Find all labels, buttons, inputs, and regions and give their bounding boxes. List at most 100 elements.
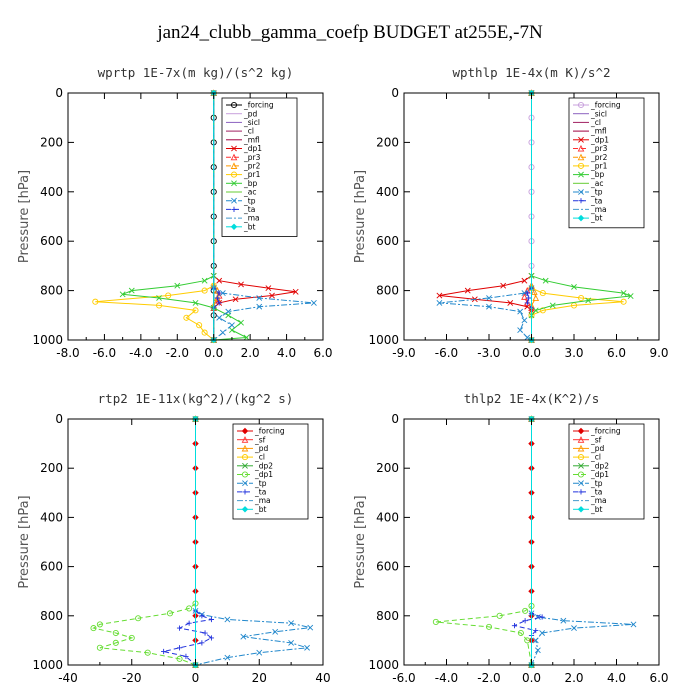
data-point (214, 295, 220, 301)
data-point (288, 639, 295, 646)
legend-entry: _ta (590, 196, 602, 205)
data-point (265, 285, 272, 292)
series-line (531, 419, 634, 666)
data-point (531, 288, 538, 295)
legend-entry: _bt (243, 222, 256, 231)
data-point (539, 307, 546, 314)
legend-entry: _ac (590, 179, 603, 188)
panel-title: rtp2 1E-11x(kg^2)/(kg^2 s) (98, 391, 294, 406)
data-point (196, 322, 203, 329)
legend-entry: _forcing (243, 101, 274, 110)
data-point (174, 282, 181, 289)
panel-3: rtp2 1E-11x(kg^2)/(kg^2 s) Pressure [hPa]… (17, 391, 331, 685)
data-point (202, 630, 208, 636)
x-tick-label: -6.0 (93, 346, 116, 360)
legend-entry: _cl (590, 453, 601, 462)
legend: _forcing_sf_pd_cl_dp2_dp1_tp_ta_ma_bt (232, 423, 309, 520)
data-point (521, 277, 528, 284)
legend-entry: _dp1 (590, 135, 609, 144)
legend-marker (577, 454, 585, 461)
data-point (292, 288, 299, 295)
x-tick-label: 4.0 (607, 671, 626, 685)
data-point (627, 293, 634, 299)
y-tick-label: 400 (40, 510, 63, 524)
legend-marker (578, 480, 584, 487)
x-tick-label: 0 (192, 671, 200, 685)
series-line (92, 419, 196, 666)
y-axis-label: Pressure [hPa] (353, 170, 368, 263)
legend-entry: _pd (243, 109, 258, 118)
y-tick-label: 800 (40, 284, 63, 298)
data-point (256, 303, 263, 310)
legend-entry: _ta (590, 488, 602, 497)
legend: _forcing_sf_pd_cl_dp2_dp1_tp_ta_ma_bt (568, 423, 645, 520)
data-point (216, 277, 223, 284)
x-tick-label: 40 (315, 671, 330, 685)
legend-entry: _forcing (254, 427, 285, 436)
data-point (219, 329, 226, 336)
data-point (532, 294, 540, 302)
y-tick-label: 400 (376, 185, 399, 199)
data-point (533, 627, 539, 634)
data-point (90, 625, 97, 632)
series-line (439, 93, 532, 341)
x-tick-label: -4.0 (129, 346, 152, 360)
legend-marker (242, 489, 248, 495)
x-tick-label: 0.0 (522, 671, 541, 685)
data-point (500, 282, 507, 289)
data-point (524, 300, 530, 306)
legend: _forcing_pd_sicl_cl_mfl_dp1_pr3_pr2_pr1_… (221, 97, 298, 237)
legend-marker (577, 153, 585, 161)
legend-entry: _bt (590, 505, 603, 514)
legend-entry: _ta (243, 205, 255, 214)
legend-entry: _dp2 (254, 461, 273, 470)
series-pr2 (528, 89, 540, 344)
data-point (243, 334, 250, 341)
data-point (201, 329, 208, 336)
series-line (435, 419, 532, 666)
data-point (532, 637, 539, 644)
panel-title: wpthlp 1E-4x(m K)/s^2 (452, 65, 610, 80)
legend-entry: _sicl (590, 109, 607, 118)
x-tick-label: -2.0 (477, 671, 500, 685)
data-point (436, 292, 443, 299)
data-point (517, 629, 524, 637)
data-point (521, 317, 528, 324)
panel-1: wprtp 1E-7x(m kg)/(s^2 kg) Pressure [hPa]… (17, 65, 333, 360)
data-point (238, 319, 244, 326)
legend-marker (242, 480, 248, 487)
data-point (539, 630, 546, 636)
legend-marker (242, 462, 248, 469)
data-point (199, 613, 205, 619)
x-tick-label: 6.0 (313, 346, 332, 360)
x-tick-label: 4.0 (277, 346, 296, 360)
data-point (310, 300, 317, 306)
legend-marker (231, 180, 237, 187)
data-point (496, 612, 503, 619)
y-tick-label: 200 (40, 461, 63, 475)
data-point (166, 610, 174, 617)
legend-entry: _pd (590, 444, 605, 453)
legend-entry: _ma (590, 205, 607, 214)
data-point (216, 314, 223, 321)
legend-marker (577, 101, 585, 109)
legend-marker (578, 171, 584, 178)
data-point (521, 293, 528, 300)
series-dp1 (436, 90, 535, 343)
data-point (128, 287, 135, 294)
legend-marker (577, 471, 585, 478)
data-point (176, 645, 183, 651)
legend-entry: _pr2 (243, 162, 261, 171)
data-point (219, 290, 226, 296)
data-point (208, 616, 215, 623)
data-point (534, 647, 541, 654)
data-point (201, 287, 208, 294)
legend: _forcing_sicl_cl_mfl_dp1_pr3_pr2_pr1_bp_… (568, 97, 645, 229)
x-tick-label: 3.0 (564, 346, 583, 360)
data-point (256, 649, 263, 656)
legend-marker (577, 436, 585, 443)
series-line (512, 419, 544, 665)
data-point (542, 277, 549, 284)
data-point (485, 623, 493, 630)
data-point (224, 654, 231, 661)
